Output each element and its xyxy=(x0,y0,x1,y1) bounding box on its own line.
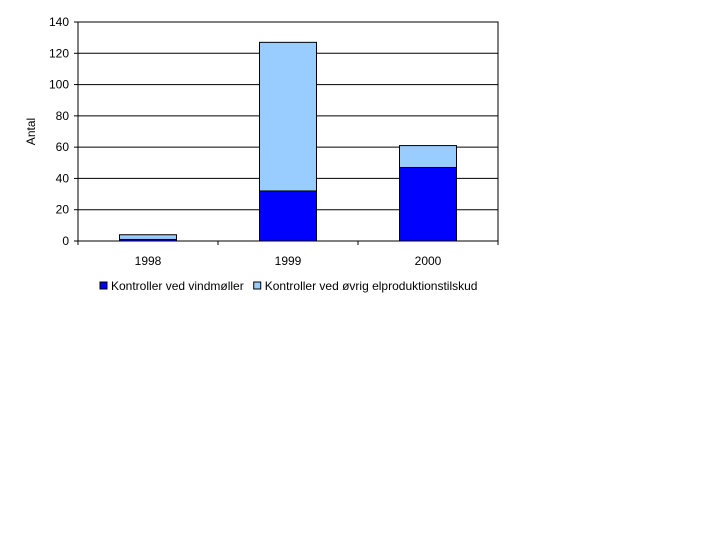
bar-1999-series-2 xyxy=(259,41,317,192)
y-tick-label: 100 xyxy=(49,78,69,92)
x-tick-label: 1998 xyxy=(135,254,162,268)
x-axis-ticks: 1998 1999 2000 xyxy=(77,241,499,268)
y-tick-label: 120 xyxy=(49,46,69,60)
x-tick-label: 2000 xyxy=(415,254,442,268)
bars xyxy=(119,41,457,242)
y-tick-label: 20 xyxy=(56,203,70,217)
y-tick-label: 140 xyxy=(49,15,69,29)
y-tick-label: 40 xyxy=(56,171,70,185)
legend: Kontroller ved vindmøller Kontroller ved … xyxy=(99,279,478,293)
y-tick-label: 0 xyxy=(62,234,69,248)
legend-label: Kontroller ved øvrig elproduktionstilsku… xyxy=(265,279,478,293)
y-tick-label: 80 xyxy=(56,109,70,123)
legend-swatch xyxy=(253,281,262,290)
y-axis-title: Antal xyxy=(24,118,38,145)
bar-2000-series-1 xyxy=(399,166,457,242)
bar-1998-series-2 xyxy=(119,234,177,240)
legend-label: Kontroller ved vindmøller xyxy=(111,279,244,293)
y-tick-label: 60 xyxy=(56,140,70,154)
bar-2000-series-2 xyxy=(399,145,457,168)
bar-1999-series-1 xyxy=(259,190,317,242)
legend-swatch xyxy=(99,281,108,290)
plot-area-frame xyxy=(77,21,499,242)
x-tick-label: 1999 xyxy=(275,254,302,268)
y-axis-ticks: 0 20 40 60 80 100 120 140 xyxy=(49,15,78,248)
